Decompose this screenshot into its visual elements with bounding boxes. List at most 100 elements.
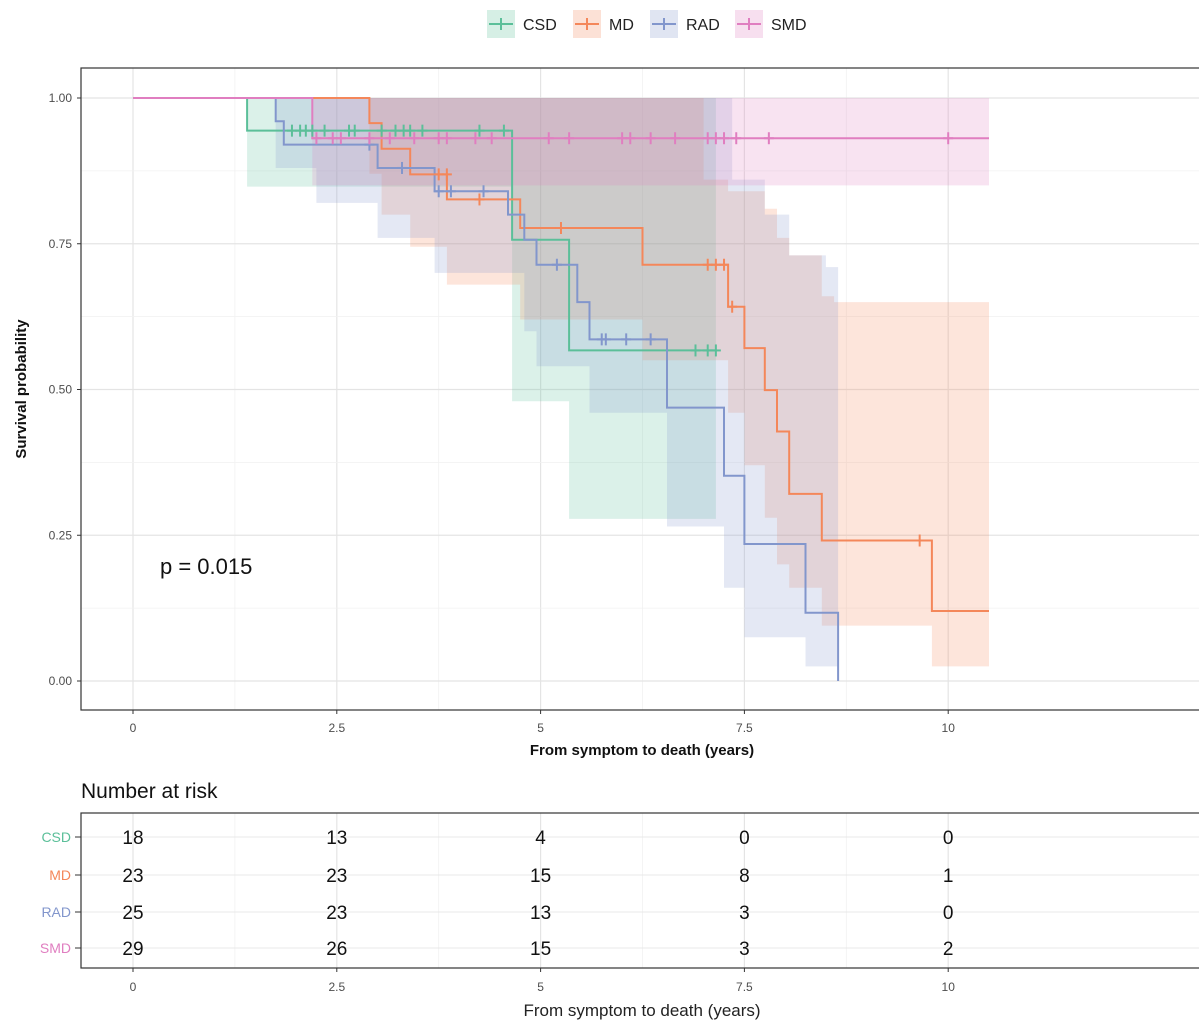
x-tick-label: 7.5 — [736, 721, 753, 735]
risk-x-tick-label: 7.5 — [736, 980, 753, 994]
censor-mark-smd — [625, 132, 636, 145]
risk-cell-csd: 4 — [535, 828, 546, 849]
censor-mark-smd — [384, 132, 395, 145]
risk-table-x-ticks: 0 2.5 5 7.5 10 — [130, 968, 956, 994]
censor-mark-csd — [690, 344, 701, 357]
y-tick-label: 0.75 — [49, 237, 73, 251]
censor-mark-smd — [645, 132, 656, 145]
risk-cell-md: 23 — [122, 866, 143, 887]
risk-table-cells: 18 13 4 0 0 23 23 15 8 1 25 23 13 3 0 29 26 15 3 2 — [122, 828, 953, 960]
x-tick-label: 10 — [942, 721, 956, 735]
risk-x-tick-label: 2.5 — [328, 980, 345, 994]
censor-mark-rad — [433, 185, 444, 198]
risk-row-label-rad: RAD — [41, 904, 71, 920]
risk-cell-csd: 18 — [122, 828, 143, 849]
risk-cell-csd: 0 — [943, 828, 954, 849]
risk-cell-smd: 2 — [943, 939, 954, 960]
risk-cell-rad: 13 — [530, 903, 551, 924]
risk-cell-smd: 29 — [122, 939, 143, 960]
censor-mark-smd — [731, 132, 742, 145]
censor-mark-md — [914, 534, 925, 547]
legend-item-md: MD — [573, 10, 634, 38]
risk-cell-smd: 3 — [739, 939, 750, 960]
censor-mark-rad — [478, 185, 489, 198]
risk-row-label-csd: CSD — [41, 829, 71, 845]
p-value-annotation: p = 0.015 — [160, 554, 252, 579]
censor-mark-smd — [670, 132, 681, 145]
censor-mark-csd — [349, 124, 360, 137]
censor-mark-md — [441, 168, 452, 181]
censor-mark-smd — [335, 132, 346, 145]
censor-mark-smd — [543, 132, 554, 145]
censor-mark-md — [727, 300, 738, 313]
censor-mark-md — [719, 258, 730, 271]
plot-grid — [81, 68, 1199, 710]
censor-mark-rad — [551, 258, 562, 271]
survival-curve-csd — [133, 97, 716, 352]
survival-curve-md — [133, 97, 989, 612]
confidence-band-csd — [133, 98, 716, 519]
risk-cell-rad: 0 — [943, 903, 954, 924]
confidence-band-rad — [133, 98, 839, 681]
censor-mark-smd — [311, 132, 322, 145]
risk-cell-md: 1 — [943, 866, 954, 887]
y-tick-label: 0.00 — [49, 674, 73, 688]
risk-x-tick-label: 10 — [942, 980, 956, 994]
survival-plot: 0.00 0.25 0.50 0.75 1.00 0 2.5 5 7.5 10 From sym… — [13, 67, 1199, 759]
censor-marks — [286, 124, 954, 547]
risk-cell-md: 23 — [326, 866, 347, 887]
x-axis-ticks: 0 2.5 5 7.5 10 — [130, 710, 956, 735]
censor-mark-md — [555, 222, 566, 235]
censor-mark-rad — [445, 185, 456, 198]
risk-cell-rad: 3 — [739, 903, 750, 924]
censor-mark-rad — [645, 333, 656, 346]
risk-table-row-labels: CSD MD RAD SMD — [40, 829, 81, 956]
censor-mark-smd — [470, 132, 481, 145]
censor-mark-csd — [307, 124, 318, 137]
censor-mark-smd — [719, 132, 730, 145]
x-tick-label: 0 — [130, 721, 137, 735]
censor-mark-csd — [498, 124, 509, 137]
y-tick-label: 0.50 — [49, 383, 73, 397]
x-tick-label: 5 — [537, 721, 544, 735]
legend-item-smd: SMD — [735, 10, 807, 38]
risk-cell-md: 15 — [530, 866, 551, 887]
censor-mark-smd — [441, 132, 452, 145]
x-tick-label: 2.5 — [328, 721, 345, 735]
y-tick-label: 0.25 — [49, 528, 73, 542]
censor-mark-smd — [364, 132, 375, 145]
censor-mark-csd — [405, 124, 416, 137]
risk-cell-md: 8 — [739, 866, 750, 887]
confidence-band-md — [133, 98, 989, 667]
legend-item-rad: RAD — [650, 10, 720, 38]
censor-mark-rad — [600, 333, 611, 346]
y-tick-label: 1.00 — [49, 91, 73, 105]
survival-curve-rad — [133, 97, 840, 681]
risk-table: Number at risk 18 13 4 0 023 23 15 8 125 23 13 3 029… — [40, 780, 1199, 1020]
risk-row-label-smd: SMD — [40, 940, 71, 956]
risk-cell-csd: 0 — [739, 828, 750, 849]
censor-mark-smd — [564, 132, 575, 145]
censor-mark-rad — [397, 161, 408, 174]
censor-mark-csd — [417, 124, 428, 137]
confidence-band-smd — [133, 98, 989, 186]
risk-cell-csd: 13 — [326, 828, 347, 849]
censor-mark-csd — [710, 344, 721, 357]
censor-mark-rad — [621, 333, 632, 346]
legend-item-csd: CSD — [487, 10, 557, 38]
x-axis-title: From symptom to death (years) — [530, 742, 754, 759]
risk-cell-smd: 26 — [326, 939, 347, 960]
risk-cell-smd: 15 — [530, 939, 551, 960]
censor-mark-smd — [943, 132, 954, 145]
y-axis-ticks: 0.00 0.25 0.50 0.75 1.00 — [49, 91, 81, 688]
confidence-bands — [133, 98, 989, 681]
legend-label-md: MD — [609, 17, 634, 34]
censor-mark-csd — [474, 124, 485, 137]
legend-label-csd: CSD — [523, 17, 557, 34]
legend: CSD MD RAD SMD — [487, 10, 807, 38]
censor-mark-csd — [376, 124, 387, 137]
censor-mark-smd — [409, 132, 420, 145]
risk-table-x-axis-title: From symptom to death (years) — [523, 1001, 760, 1020]
censor-mark-smd — [486, 132, 497, 145]
